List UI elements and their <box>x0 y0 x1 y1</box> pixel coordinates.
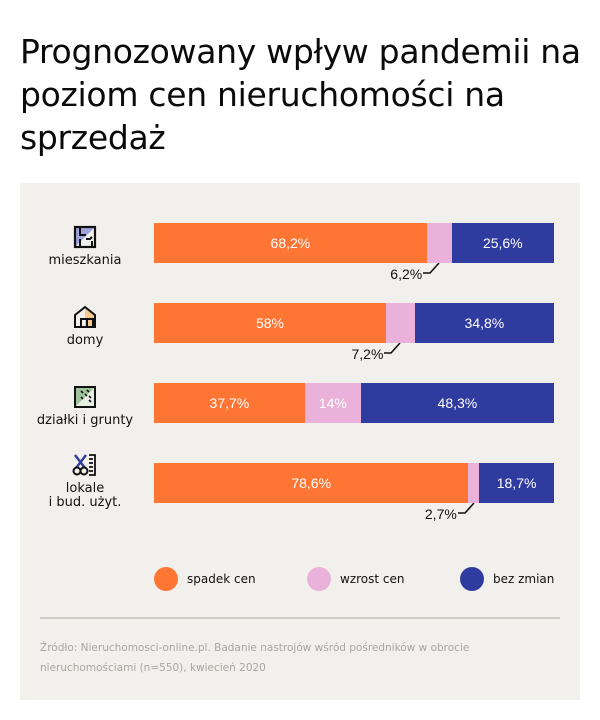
data-label-external: 2,7% <box>424 506 457 522</box>
data-label: 34,8% <box>464 315 505 331</box>
bar-segment-bez_zmian: 18,7% <box>479 463 554 503</box>
leader-line <box>423 262 440 274</box>
data-label: 68,2% <box>270 235 311 251</box>
data-label-external: 6,2% <box>390 266 423 282</box>
data-label-external: 7,2% <box>351 346 384 362</box>
category-text: domy <box>66 333 104 348</box>
chart-card: mieszkania 68,2% 6,2% 25,6% domy 58% 7,2% 34,8%… <box>20 183 580 700</box>
chart-title: Prognozowany wpływ pandemii na poziom ce… <box>20 32 581 157</box>
category-text: mieszkania <box>48 253 122 268</box>
scissors-ruler-icon <box>72 452 98 478</box>
legend-swatch-bez-zmian <box>460 567 484 591</box>
legend-item-bez-zmian: bez zmian <box>460 567 554 591</box>
data-label: 37,7% <box>209 395 250 411</box>
bar-segment-bez_zmian: 25,6% <box>451 223 554 263</box>
legend-label-spadek: spadek cen <box>187 572 256 586</box>
legend-item-wzrost: wzrost cen <box>307 567 404 591</box>
data-label: 58% <box>255 315 285 331</box>
bar-segment-spadek: 78,6% <box>154 463 469 503</box>
bar-segment-spadek: 58% <box>154 303 386 343</box>
source-note: Źródło: Nieruchomosci-online.pl. Badanie… <box>40 642 470 674</box>
legend-item-spadek: spadek cen <box>154 567 256 591</box>
bar-segment-bez_zmian: 48,3% <box>360 383 554 423</box>
category-text: działki i grunty <box>36 413 134 428</box>
legend-label-wzrost: wzrost cen <box>340 572 405 586</box>
leader-line <box>457 502 475 514</box>
bar-segment-bez_zmian: 34,8% <box>414 303 554 343</box>
house-icon <box>72 304 98 330</box>
bar-row-mieszkania: 68,2% 6,2% 25,6% <box>154 223 554 282</box>
data-label: 25,6% <box>482 235 523 251</box>
category-text: i bud. użyt. <box>48 495 122 510</box>
category-label-lokale-i-bud-u-yt-: lokale i bud. użyt. <box>20 452 150 510</box>
bar-row-lokale-i-bud-u-yt-: 78,6% 2,7% 18,7% <box>154 463 554 522</box>
land-plot-icon <box>72 384 98 410</box>
legend-swatch-spadek <box>154 567 178 591</box>
leader-line <box>384 342 401 354</box>
category-label-dzia-ki-i-grunty: działki i grunty <box>20 384 150 428</box>
bar-segment-wzrost <box>468 463 480 503</box>
legend-swatch-wzrost <box>307 567 331 591</box>
category-text: lokale <box>65 481 105 496</box>
bar-segment-wzrost: 14% <box>304 383 361 423</box>
bar-segment-spadek: 37,7% <box>154 383 305 423</box>
data-label: 78,6% <box>291 475 332 491</box>
bar-segment-wzrost <box>386 303 415 343</box>
bar-segment-wzrost <box>426 223 452 263</box>
bar-row-domy: 58% 7,2% 34,8% <box>154 303 554 362</box>
data-label: 48,3% <box>437 395 478 411</box>
data-label: 18,7% <box>496 475 537 491</box>
bar-row-dzia-ki-i-grunty: 37,7% 14% 48,3% <box>154 383 554 423</box>
apartment-floorplan-icon <box>72 224 98 250</box>
category-label-domy: domy <box>20 304 150 348</box>
category-label-mieszkania: mieszkania <box>20 224 150 268</box>
data-label: 14% <box>318 395 347 411</box>
legend: spadek cen wzrost cen bez zmian <box>154 567 574 591</box>
legend-label-bez-zmian: bez zmian <box>493 572 555 586</box>
divider <box>40 617 560 619</box>
bar-segment-spadek: 68,2% <box>154 223 427 263</box>
